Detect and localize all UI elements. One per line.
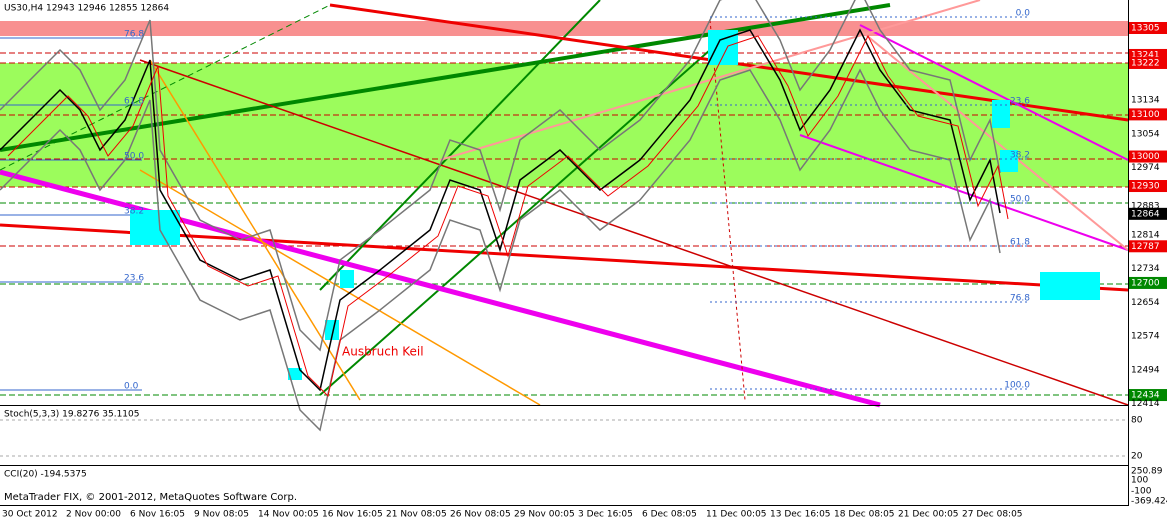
highlight [1040,272,1100,300]
trend-line [149,59,361,401]
trend-line [319,0,601,291]
price-label: 13305 [1131,24,1160,34]
zone-green [0,63,1128,187]
highlight [1000,150,1018,172]
cci-label: CCI(20) -194.5375 [4,470,87,480]
trend-line [859,24,1129,161]
price-label-bg [1129,108,1167,121]
zone-red [0,21,1128,36]
trend-line [709,19,746,401]
price-area [0,0,1129,457]
cci-level: -369.4246 [1131,497,1167,507]
fib-label: 100.0 [1004,381,1030,391]
price-label-bg [1129,56,1167,69]
fib-label: 61.8 [124,97,144,107]
stoch-level: 80 [1131,416,1143,426]
price-label: 13222 [1131,58,1160,68]
fib-label: 38.2 [1010,151,1030,161]
fib-label: 38.2 [124,207,144,217]
bollinger-upper [0,0,1001,352]
price-label-bg [1129,389,1167,402]
price-label: 13100 [1131,110,1160,120]
time-label: 21 Nov 08:05 [386,510,447,520]
cci-level: 100 [1131,476,1148,486]
price-label: 12930 [1131,182,1160,192]
price-label: 12494 [1131,365,1160,375]
price-label: 13000 [1131,152,1160,162]
header-title: US30,H4 12943 12946 12855 12864 [4,4,169,14]
time-label: 14 Nov 00:05 [258,510,319,520]
fib-label: 0.0 [1016,9,1031,19]
fib-label: 50.0 [124,152,144,162]
time-label: 29 Nov 00:05 [514,510,575,520]
time-label: 21 Dec 00:05 [898,510,959,520]
price-label: 12864 [1131,209,1160,219]
highlight [130,210,180,245]
price-label: 12734 [1131,264,1160,274]
fib-label: 76.8 [124,30,144,40]
time-label: 3 Dec 16:05 [578,510,633,520]
time-label: 6 Nov 16:05 [130,510,185,520]
price-label: 12434 [1131,391,1160,401]
price-label-bg [1129,150,1167,163]
price-label: 12414 [1131,399,1160,409]
time-label: 26 Nov 08:05 [450,510,511,520]
highlight [340,270,354,288]
price [0,28,1001,392]
price-label: 12787 [1131,242,1160,252]
time-label: 11 Dec 00:05 [706,510,767,520]
price-label: 12814 [1131,230,1160,240]
time-label: 30 Oct 2012 [2,510,58,520]
price-label-bg [1129,180,1167,193]
highlight [288,368,302,380]
moving-average [7,34,1009,397]
trend-line [139,59,1129,406]
price-label-bg [1129,240,1167,253]
time-label: 27 Dec 08:05 [962,510,1023,520]
stoch-label: Stoch(5,3,3) 19.8276 35.1105 [4,410,139,420]
time-label: 16 Nov 16:05 [322,510,383,520]
price-label-bg [1129,276,1167,289]
trend-line [0,3,891,152]
time-label: 18 Dec 08:05 [834,510,895,520]
cci-level: -100 [1131,487,1152,497]
footer: MetaTrader FIX, © 2001-2012, MetaQuotes … [4,492,297,503]
cci-level: 250.89 [1131,467,1163,477]
fib-label: 50.0 [1010,195,1030,205]
trend-line [0,223,1129,292]
time-label: 9 Nov 08:05 [194,510,249,520]
trend-line [799,134,1129,251]
fib-label: 76.8 [1010,294,1030,304]
annotation: Ausbruch Keil [342,345,424,359]
time-label: 2 Nov 00:00 [66,510,121,520]
fib-label: 61.8 [1010,238,1030,248]
price-label: 13241 [1131,50,1160,60]
fib-label: 23.6 [124,274,144,284]
stoch-level: 20 [1131,452,1143,462]
price-label: 12700 [1131,278,1160,288]
trend-line [0,4,331,171]
fib-label: 0.0 [124,382,139,392]
fib-label: 23.6 [1010,97,1030,107]
price-label: 12574 [1131,332,1160,342]
time-label: 13 Dec 16:05 [770,510,831,520]
price-label: 12654 [1131,298,1160,308]
time-label: 6 Dec 08:05 [642,510,697,520]
price-label: 13134 [1131,96,1160,106]
price-label-bg [1129,22,1167,34]
price-label: 13054 [1131,129,1160,139]
price-label: 12883 [1131,201,1160,211]
highlight [325,320,339,340]
trend-line [319,49,711,396]
highlight [992,100,1010,128]
bollinger-lower [0,68,1001,432]
price-label-bg [1129,207,1167,220]
price-label: 12974 [1131,163,1160,173]
